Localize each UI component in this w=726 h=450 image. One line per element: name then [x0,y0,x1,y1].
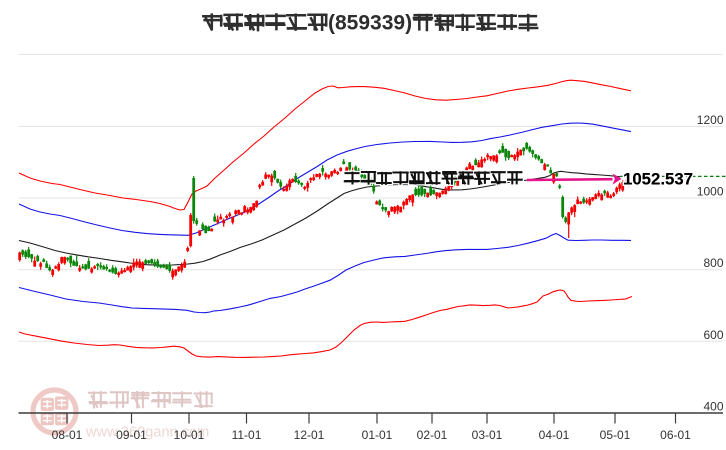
svg-text:(859339): (859339) [328,12,412,35]
svg-text:01-01: 01-01 [362,428,393,442]
svg-text:1200: 1200 [697,113,724,127]
svg-text:06-01: 06-01 [660,428,691,442]
svg-text:02-01: 02-01 [417,428,448,442]
svg-text:1000: 1000 [697,185,724,199]
svg-text:400: 400 [703,400,723,414]
svg-text:800: 800 [703,256,723,270]
svg-text:03-01: 03-01 [472,428,503,442]
svg-text:04-01: 04-01 [539,428,570,442]
svg-text:10-01: 10-01 [174,428,205,442]
svg-text:09-01: 09-01 [116,428,147,442]
svg-text:600: 600 [703,328,723,342]
svg-text:05-01: 05-01 [600,428,631,442]
svg-text:1052.537: 1052.537 [623,170,693,189]
svg-text:www.360gann.com: www.360gann.com [85,425,209,441]
svg-text:12-01: 12-01 [294,428,325,442]
svg-text:1052.537: 1052.537 [623,170,693,189]
svg-text:11-01: 11-01 [232,428,262,442]
svg-text:08-01: 08-01 [52,428,83,442]
